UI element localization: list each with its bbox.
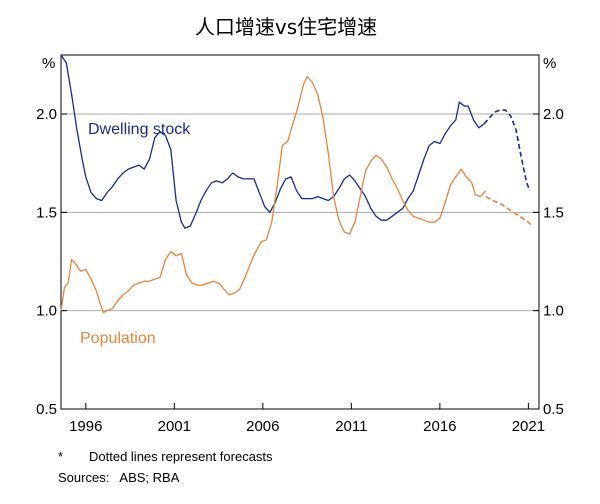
x-tick-label: 2021 [512, 418, 545, 435]
dwelling-forecast-line [483, 109, 531, 192]
y-tick-label-right: 1.0 [543, 303, 564, 320]
x-tick-label: 2006 [246, 418, 279, 435]
x-tick-label: 2001 [158, 418, 191, 435]
y-tick-label-left: 2.0 [36, 106, 57, 123]
dwelling-series-label: Dwelling stock [88, 121, 191, 138]
population-series-label: Population [80, 330, 156, 347]
dwelling-series-line [60, 54, 485, 229]
ticks: 0.5 0.5 1.0 1.0 1.5 1.5 2.0 2.0 1996 2001 2006 2011… [36, 106, 564, 435]
sources-text: Sources: ABS; RBA [58, 470, 180, 485]
left-unit-label: % [42, 55, 55, 72]
y-tick-label-left: 1.0 [36, 303, 57, 320]
series-group [60, 54, 533, 314]
y-tick-label-right: 0.5 [543, 401, 564, 418]
y-tick-label-left: 0.5 [36, 401, 57, 418]
footnote-star: * [58, 449, 63, 464]
population-forecast-line [485, 195, 533, 227]
x-tick-label: 2011 [335, 418, 367, 435]
y-tick-label-right: 2.0 [543, 106, 564, 123]
plot-frame [60, 54, 540, 410]
chart-title: 人口增速vs住宅增速 [195, 15, 377, 39]
y-tick-label-left: 1.5 [36, 204, 57, 221]
y-tick-label-right: 1.5 [543, 204, 564, 221]
footnote-text: Dotted lines represent forecasts [89, 449, 273, 464]
x-tick-label: 1996 [69, 418, 102, 435]
right-unit-label: % [543, 55, 556, 72]
x-tick-label: 2016 [423, 418, 456, 435]
grid [61, 113, 539, 312]
population-series-line [60, 75, 487, 314]
